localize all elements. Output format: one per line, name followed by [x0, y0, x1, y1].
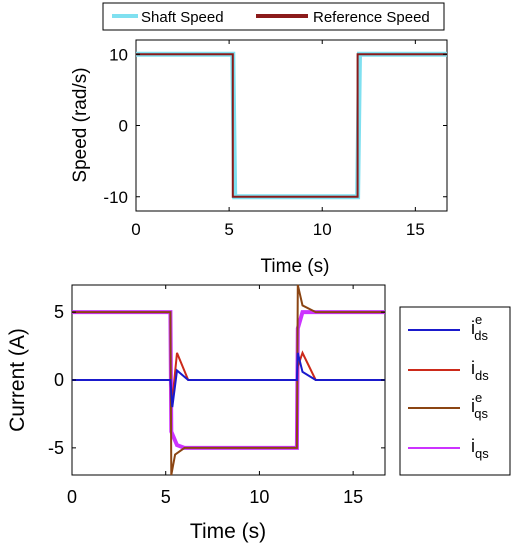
top-ylabel: Speed (rad/s): [70, 67, 91, 182]
bottom-ticks: 0 5 10 15 5 0 -5: [48, 285, 385, 507]
legend-label-2: ie qs: [471, 390, 488, 421]
x-tick-label-1-2: 10: [249, 487, 269, 507]
bottom-legend-entries: ie ds ids ie qs iqs: [408, 312, 489, 461]
x-tick-label-1-3: 15: [343, 487, 363, 507]
bottom-xlabel: Time (s): [190, 520, 266, 543]
y-tick-label-1-0: 5: [54, 302, 64, 322]
legend-reference-speed-label: Reference Speed: [313, 9, 430, 26]
legend-label-3: iqs: [471, 436, 489, 461]
plot-area-top: [135, 39, 448, 212]
x-tick-label-1-0: 0: [67, 487, 77, 507]
y-tick-label-0-0: 10: [109, 45, 128, 64]
top-plot-lines: [136, 51, 447, 200]
x-tick-label-0-2: 10: [313, 220, 332, 239]
bottom-ylabel: Current (A): [6, 328, 29, 432]
top-xlabel: Time (s): [261, 256, 330, 277]
y-tick-label-1-1: 0: [54, 370, 64, 390]
x-tick-label-0-3: 15: [406, 220, 425, 239]
legend-shaft-speed-label: Shaft Speed: [141, 9, 224, 26]
series-line-1-0: [72, 352, 385, 408]
legend-label-0: ie ds: [471, 312, 488, 343]
x-tick-label-0-0: 0: [131, 220, 140, 239]
x-tick-label-1-1: 5: [161, 487, 171, 507]
bottom-plot-lines: [72, 284, 385, 476]
y-tick-label-0-2: -10: [103, 188, 128, 207]
y-tick-label-0-1: 0: [119, 117, 128, 136]
y-tick-label-1-2: -5: [48, 438, 64, 458]
bottom-legend-box: [399, 306, 511, 476]
x-tick-label-0-1: 5: [224, 220, 233, 239]
series-line-0-1: [136, 53, 447, 198]
legend-label-1: ids: [471, 358, 489, 383]
